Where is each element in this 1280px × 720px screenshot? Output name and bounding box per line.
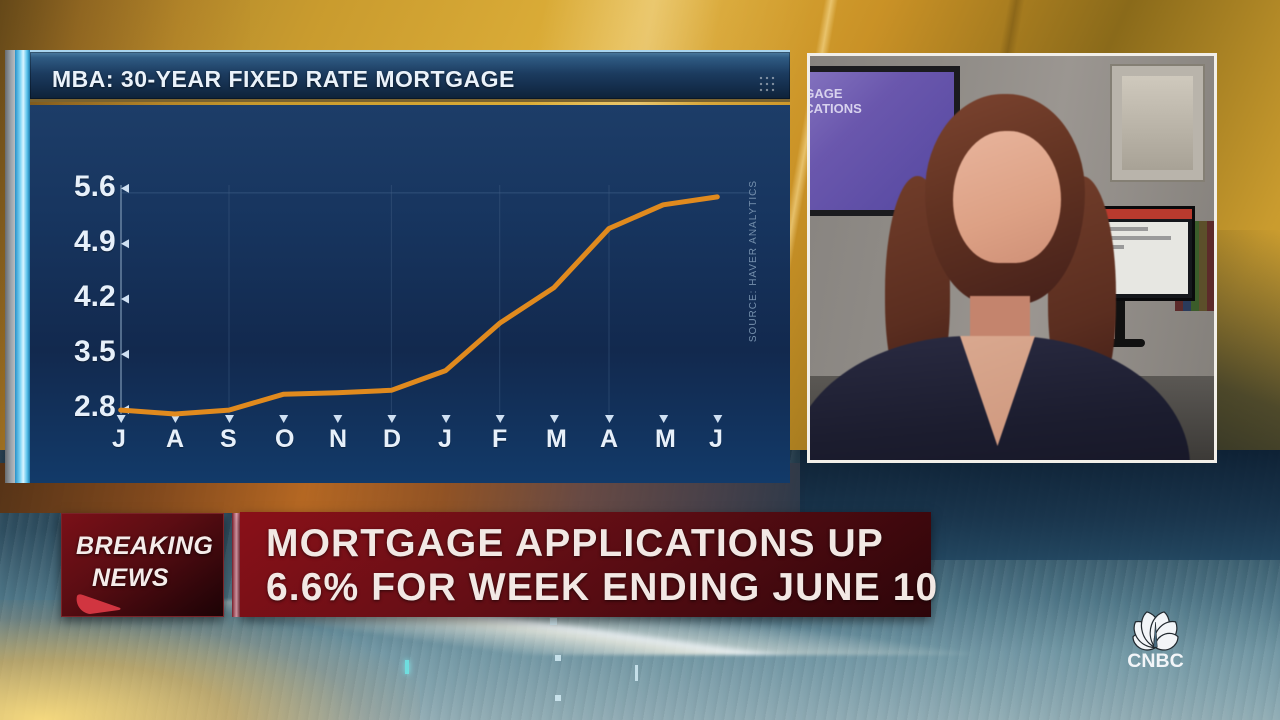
svg-text:CNBC: CNBC [1127,650,1183,671]
